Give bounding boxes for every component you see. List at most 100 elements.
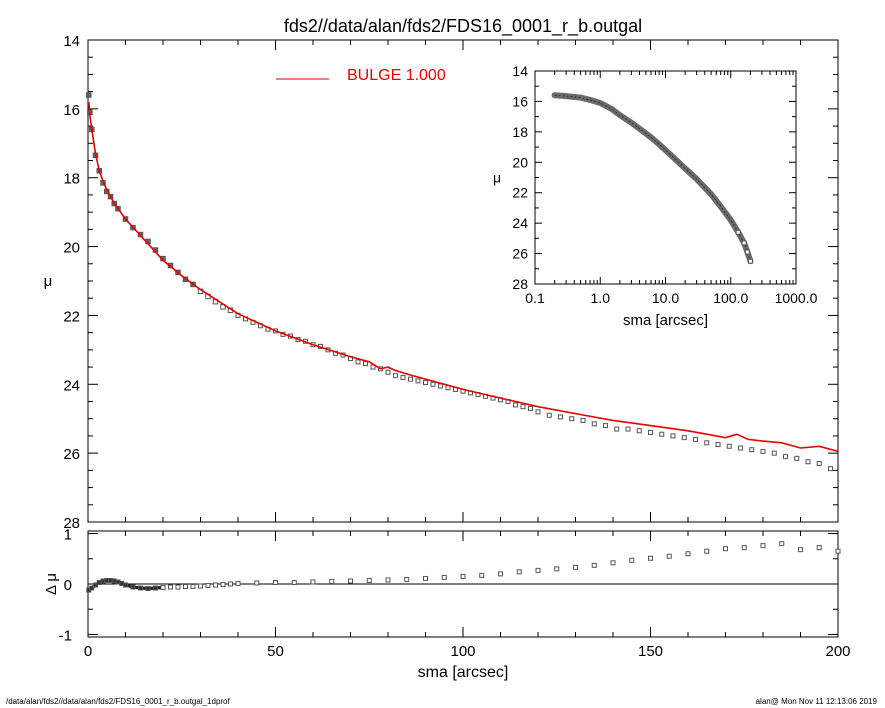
- main-data-marker: [400, 374, 406, 380]
- main-data-marker: [580, 417, 586, 423]
- inset-x-tick-label: 1.0: [591, 290, 611, 306]
- residual-data-marker: [760, 543, 766, 549]
- residual-y-tick-label: 1: [64, 527, 72, 544]
- residual-data-marker: [198, 583, 203, 589]
- legend-label: BULGE 1.000: [347, 67, 446, 84]
- residual-data-marker: [404, 576, 410, 582]
- main-y-tick-label: 24: [63, 377, 80, 394]
- inset-x-tick-label: 10.0: [652, 290, 679, 306]
- residual-data-marker: [175, 584, 181, 590]
- residual-data-marker: [348, 578, 353, 584]
- residual-data-marker: [723, 546, 728, 552]
- residual-data-marker: [145, 586, 151, 592]
- residual-data-marker: [385, 577, 391, 583]
- main-y-tick-label: 28: [63, 515, 80, 532]
- residual-data-marker: [704, 548, 710, 554]
- main-data-marker: [528, 405, 533, 411]
- main-data-marker: [423, 380, 428, 386]
- residual-data-marker: [168, 584, 173, 590]
- residual-data-marker: [205, 583, 211, 589]
- residual-data-marker: [479, 572, 485, 578]
- residual-data-marker: [441, 574, 447, 580]
- main-data-marker: [771, 450, 777, 456]
- residual-data-marker: [235, 580, 241, 586]
- main-data-marker: [783, 454, 788, 460]
- residual-data-marker: [516, 569, 522, 575]
- main-data-marker: [569, 416, 575, 422]
- residual-data-marker: [741, 545, 747, 551]
- main-data-marker: [355, 359, 361, 365]
- main-data-marker: [738, 445, 743, 451]
- main-data-marker: [430, 381, 436, 387]
- footer-user-timestamp: alan@ Mon Nov 11 12:13:06 2019: [755, 697, 877, 706]
- residual-data-marker: [685, 551, 691, 557]
- residual-data-marker: [329, 578, 335, 584]
- inset-data-marker: [741, 240, 747, 246]
- inset-y-tick-label: 28: [512, 276, 528, 292]
- residual-data-marker: [629, 557, 635, 563]
- main-data-marker: [86, 92, 92, 98]
- main-data-marker: [385, 369, 391, 375]
- footer-file-path: /data/alan/fds2//data/alan/fds2/FDS16_00…: [6, 697, 230, 706]
- main-data-marker: [749, 447, 755, 453]
- inset-x-tick-label: 100.0: [713, 290, 748, 306]
- inset-y-tick-label: 26: [512, 246, 528, 262]
- residual-data-marker: [779, 541, 785, 547]
- inset-x-tick-label: 0.1: [525, 290, 545, 306]
- inset-x-axis-label: sma [arcsec]: [623, 312, 708, 329]
- main-data-marker: [603, 423, 608, 429]
- main-y-tick-label: 14: [63, 33, 80, 50]
- inset-y-axis-label: μ: [493, 170, 501, 186]
- inset-y-tick-label: 18: [512, 124, 528, 140]
- main-data-marker: [648, 429, 653, 435]
- main-data-marker: [726, 443, 732, 449]
- residual-data-marker: [213, 582, 218, 588]
- residual-y-tick-label: 0: [64, 577, 72, 594]
- residual-data-marker: [666, 553, 672, 559]
- main-data-marker: [693, 436, 698, 442]
- inset-plot-frame: [534, 70, 797, 285]
- residual-data-marker: [89, 585, 95, 591]
- main-y-axis-label: μ: [44, 273, 53, 290]
- residual-data-marker: [591, 562, 597, 568]
- main-data-marker: [681, 435, 687, 441]
- residual-data-marker: [160, 585, 166, 591]
- residual-data-marker: [153, 585, 158, 591]
- residual-data-marker: [835, 548, 841, 554]
- main-data-marker: [670, 433, 676, 439]
- residual-data-marker: [228, 581, 233, 587]
- residual-data-marker: [190, 584, 196, 590]
- main-data-marker: [393, 373, 398, 379]
- main-data-marker: [805, 459, 811, 465]
- residual-data-marker: [254, 580, 260, 586]
- main-y-tick-label: 16: [63, 102, 80, 119]
- residual-data-marker: [130, 584, 136, 590]
- residual-x-tick-label: 200: [825, 643, 850, 660]
- main-data-marker: [438, 383, 443, 389]
- inset-data-marker: [744, 249, 750, 255]
- main-y-tick-label: 18: [63, 171, 80, 188]
- main-data-marker: [760, 448, 766, 454]
- residual-data-marker: [573, 564, 578, 570]
- main-data-marker: [363, 361, 368, 367]
- residual-y-axis-label: Δ μ: [43, 573, 60, 595]
- residual-data-marker: [610, 560, 616, 566]
- main-data-marker: [535, 409, 541, 415]
- inset-data-marker: [735, 229, 741, 235]
- main-y-tick-label: 22: [63, 308, 80, 325]
- main-data-marker: [794, 455, 800, 461]
- inset-x-tick-label: 1000.0: [775, 290, 818, 306]
- residual-data-marker: [798, 547, 803, 553]
- inset-y-tick-label: 14: [512, 63, 528, 79]
- main-data-marker: [659, 431, 665, 437]
- main-y-tick-label: 20: [63, 240, 80, 257]
- residual-x-tick-label: 100: [450, 643, 475, 660]
- residual-data-marker: [648, 555, 653, 561]
- residual-data-marker: [460, 573, 466, 579]
- residual-x-tick-label: 150: [638, 643, 663, 660]
- inset-y-tick-label: 24: [512, 215, 528, 231]
- main-data-marker: [715, 442, 721, 448]
- main-data-marker: [520, 404, 526, 410]
- residual-data-marker: [273, 579, 278, 585]
